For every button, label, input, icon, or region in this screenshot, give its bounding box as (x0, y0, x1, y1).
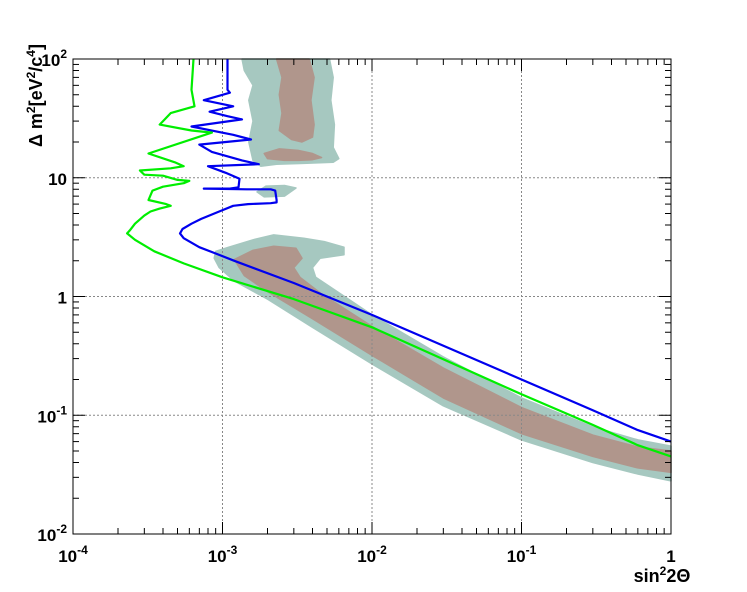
y-tick-label: 1 (58, 289, 67, 308)
x-tick-label: 10-4 (58, 543, 88, 566)
limit-curve-1 (125, 58, 672, 458)
allowed-region-1-part-2 (233, 245, 672, 474)
y-tick-label: 10-2 (37, 522, 67, 545)
x-tick-label: 10-1 (507, 543, 537, 566)
x-tick-label: 10-3 (208, 543, 238, 566)
allowed-region-1-part-0 (275, 58, 315, 143)
y-tick-label: 10-1 (37, 403, 67, 426)
x-tick-label: 10-2 (357, 543, 387, 566)
y-axis-title: Δ m2[eV2/c4] (24, 44, 46, 147)
limit-curve-0 (178, 59, 672, 443)
grid (73, 59, 671, 534)
y-tick-label: 102 (41, 47, 67, 70)
x-tick-label: 1 (666, 547, 675, 566)
x-axis-title: sin22Θ (634, 564, 691, 586)
allowed-region-1-part-1 (263, 148, 323, 162)
limit-curves (125, 58, 672, 458)
y-tick-label: 10 (48, 170, 67, 189)
axes: 10-4 10-3 10-2 10-1 1 10-2 10-1 1 10 102 (37, 47, 675, 566)
